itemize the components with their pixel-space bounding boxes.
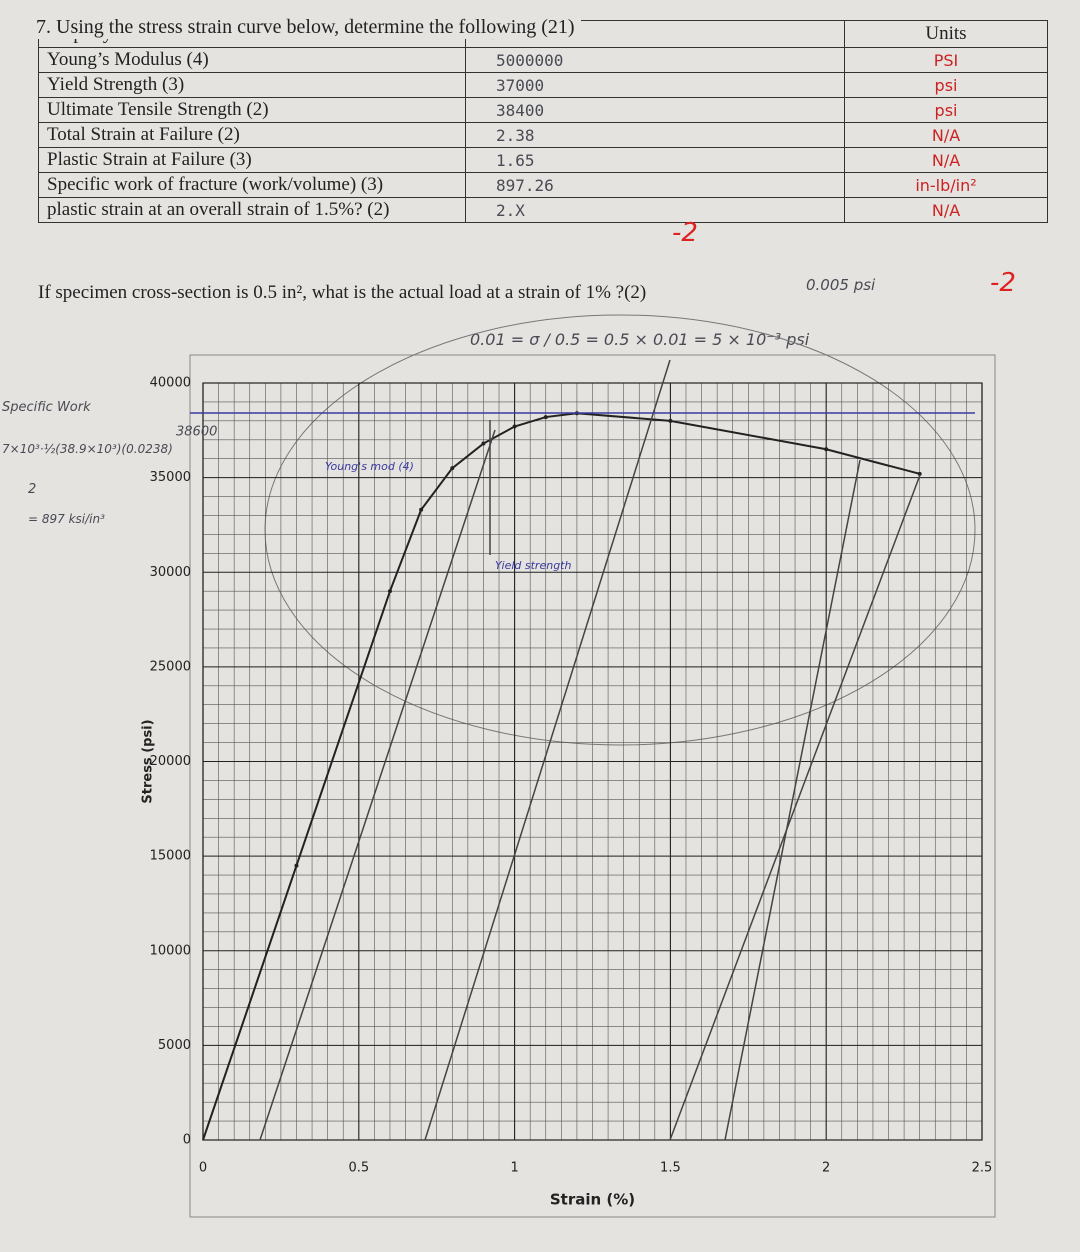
annotation: 38600 <box>176 425 217 440</box>
point <box>294 863 299 868</box>
table-row: Ultimate Tensile Strength (2) 38400 psi <box>38 97 1048 123</box>
load-question: If specimen cross-section is 0.5 in², wh… <box>38 282 647 303</box>
question: 7. Using the stress strain curve below, … <box>36 16 581 39</box>
y-axis-title: Stress (psi) <box>141 719 156 803</box>
unit: psi <box>844 97 1048 123</box>
y-tick-label: 0 <box>183 1133 191 1148</box>
property-table: Property Value Units Young’s Modulus (4)… <box>38 20 1048 223</box>
margin-note: 2 <box>28 482 37 497</box>
point <box>824 447 829 452</box>
property: Ultimate Tensile Strength (2) <box>38 97 466 123</box>
rows: Young’s Modulus (4) 5000000 PSI Yield Stren… <box>38 47 1048 223</box>
y-tick-label: 15000 <box>150 849 191 864</box>
stress-strain-curve <box>202 412 920 1141</box>
point <box>543 415 548 420</box>
property: Young’s Modulus (4) <box>38 47 466 73</box>
load-work: 0.01 = σ / 0.5 = 0.5 × 0.01 = 5 × 10⁻³ p… <box>470 330 810 349</box>
y-tick-label: 5000 <box>158 1038 191 1053</box>
x-tick-label: 1 <box>510 1161 518 1176</box>
pencil-line <box>259 429 496 1141</box>
y-tick-label: 40000 <box>150 376 191 391</box>
table-row: Total Strain at Failure (2) 2.38 N/A <box>38 122 1048 148</box>
point <box>917 471 922 476</box>
table-row: Yield Strength (3) 37000 psi <box>38 72 1048 98</box>
x-tick-label: 2.5 <box>972 1161 993 1176</box>
x-tick-label: 0 <box>199 1161 207 1176</box>
value: 37000 <box>465 72 845 98</box>
pencil-line <box>669 474 921 1141</box>
point <box>387 589 392 594</box>
y-tick-label: 30000 <box>150 565 191 580</box>
table-row: Plastic Strain at Failure (3) 1.65 N/A <box>38 147 1048 173</box>
point <box>481 441 486 446</box>
unit: in-lb/in² <box>844 172 1048 198</box>
unit: PSI <box>844 47 1048 73</box>
x-axis-title: Strain (%) <box>550 1191 635 1209</box>
pencil-line <box>724 459 861 1141</box>
y-tick-label: 10000 <box>150 943 191 958</box>
margin-note: 7×10³·½(38.9×10³)(0.0238) <box>2 442 173 456</box>
x-tick-label: 2 <box>822 1161 830 1176</box>
value: 897.26 <box>465 172 845 198</box>
margin-note: = 897 ksi/in³ <box>28 512 105 526</box>
grade: -2 <box>672 218 698 248</box>
margin-note: Specific Work <box>2 400 91 415</box>
value: 1.65 <box>465 147 845 173</box>
table-row: Specific work of fracture (work/volume) … <box>38 172 1048 198</box>
property: plastic strain at an overall strain of 1… <box>38 197 466 223</box>
circle-annotation <box>264 314 976 746</box>
unit: N/A <box>844 197 1048 223</box>
table-row: Young’s Modulus (4) 5000000 PSI <box>38 47 1048 73</box>
unit: N/A <box>844 122 1048 148</box>
value: 2.38 <box>465 122 845 148</box>
y-tick-label: 20000 <box>150 754 191 769</box>
point <box>512 424 517 429</box>
grade: -2 <box>990 268 1016 298</box>
y-tick-label: 25000 <box>150 659 191 674</box>
property: Total Strain at Failure (2) <box>38 122 466 148</box>
unit: psi <box>844 72 1048 98</box>
x-tick-label: 1.5 <box>660 1161 681 1176</box>
annotation: Young's mod (4) <box>325 460 414 473</box>
y-tick-label: 35000 <box>150 470 191 485</box>
point <box>450 466 455 471</box>
pencil-line <box>424 359 671 1141</box>
point <box>668 418 673 423</box>
value: 38400 <box>465 97 845 123</box>
table-row: plastic strain at an overall strain of 1… <box>38 197 1048 223</box>
x-tick-label: 0.5 <box>348 1161 369 1176</box>
chart-frame <box>189 354 996 1218</box>
property: Yield Strength (3) <box>38 72 466 98</box>
point <box>419 507 424 512</box>
property: Plastic Strain at Failure (3) <box>38 147 466 173</box>
annotation: Yield strength <box>495 559 571 572</box>
load-answer: 0.005 psi <box>806 276 876 294</box>
